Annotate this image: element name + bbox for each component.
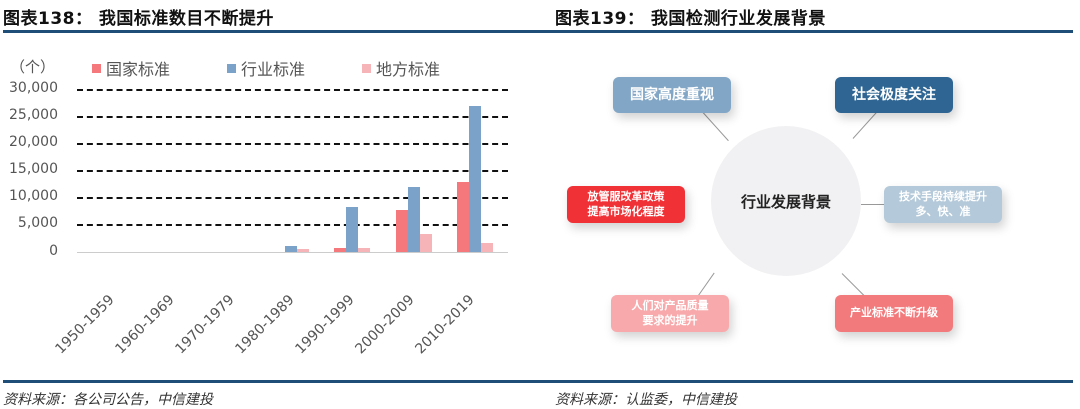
x-tick: 2010-2019 [412,292,478,358]
source-rule [3,380,540,383]
node-technology: 技术手段持续提升 多、快、准 [884,186,1002,223]
node-quality-demand: 人们对产品质量 要求的提升 [611,295,729,332]
legend-item-industry: 行业标准 [227,56,305,80]
hub-circle: 行业发展背景 [711,126,861,276]
node-line: 人们对产品质量 [631,298,709,312]
node-line: 要求的提升 [642,313,698,327]
y-tick: 25,000 [9,107,58,123]
y-tick: 10,000 [9,188,58,204]
title-rule [3,30,540,33]
legend-item-national: 国家标准 [92,56,170,80]
legend-swatch [92,63,101,73]
bar [358,248,370,252]
title-rule [540,30,1073,33]
x-tick: 1950-1959 [52,292,118,358]
bar [395,210,408,252]
gridline [77,224,508,226]
y-tick: 0 [49,243,58,259]
x-tick: 1990-1999 [292,292,358,358]
y-tick: 30,000 [9,80,58,96]
figure-title: 图表139： 我国检测行业发展背景 [555,9,826,29]
source-rule [540,380,1073,383]
x-tick: 1960-1969 [112,292,178,358]
gridline [77,170,508,172]
legend-label: 行业标准 [241,60,306,79]
node-reform-policy: 放管服改革政策 提高市场化程度 [567,186,685,223]
bar [407,186,420,252]
legend-swatch [362,63,371,73]
node-line: 提高市场化程度 [587,204,665,218]
y-tick: 20,000 [9,134,58,150]
bar [296,249,309,252]
figure-139: 图表139： 我国检测行业发展背景 资料来源：认监委，中信建投 [540,0,1080,409]
source-note: 资料来源：各公司公告，中信建投 [3,392,213,408]
node-social-attention: 社会极度关注 [835,77,953,113]
x-tick: 1970-1979 [172,292,238,358]
source-note: 资料来源：认监委，中信建投 [555,392,737,408]
gridline [77,143,508,145]
legend-label: 国家标准 [106,60,171,79]
node-line: 放管服改革政策 [587,189,665,203]
bar [469,105,481,252]
figure-138: 图表138： 我国标准数目不断提升 （个） 国家标准 行业标准 地方标准 30,… [3,9,540,408]
bar [334,248,346,252]
bar [419,234,432,252]
gridline [77,89,508,91]
gridline [77,197,508,199]
bar [481,242,493,252]
legend-item-local: 地方标准 [362,56,440,80]
y-axis-unit: （个） [10,58,56,76]
bar [346,206,358,252]
node-industry-standards: 产业标准不断升级 [835,295,953,332]
node-national-attention: 国家高度重视 [613,77,731,113]
x-tick: 2000-2009 [352,292,418,358]
figure-title: 图表138： 我国标准数目不断提升 [3,9,274,29]
bar [457,181,469,252]
y-tick: 15,000 [9,161,58,177]
legend-swatch [227,63,236,73]
x-axis [77,252,508,253]
node-line: 技术手段持续提升 [899,189,987,203]
y-tick: 5,000 [17,215,58,231]
bar [284,246,297,252]
gridline [77,116,508,118]
legend-label: 地方标准 [376,60,441,79]
connector-line [861,204,891,205]
x-tick: 1980-1989 [232,292,298,358]
node-line: 多、快、准 [915,204,971,218]
